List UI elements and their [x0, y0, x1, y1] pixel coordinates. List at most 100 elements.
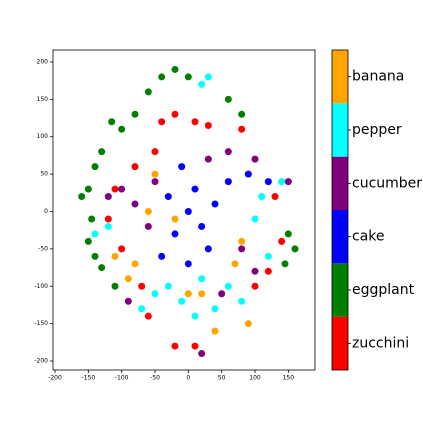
- point: [224, 148, 232, 156]
- point: [264, 178, 272, 186]
- point: [251, 215, 259, 223]
- point: [191, 118, 199, 126]
- point: [151, 290, 159, 298]
- point: [111, 185, 119, 193]
- y-tick-label: 50: [40, 171, 48, 178]
- point: [251, 155, 259, 163]
- point: [88, 215, 96, 223]
- legend-label: cucumber: [352, 175, 422, 191]
- point: [184, 73, 192, 81]
- point: [238, 237, 246, 245]
- point: [178, 163, 186, 171]
- point: [84, 185, 92, 193]
- point: [91, 252, 99, 260]
- point: [238, 110, 246, 118]
- point: [251, 282, 259, 290]
- point: [264, 267, 272, 275]
- point: [178, 297, 186, 305]
- point: [204, 122, 212, 130]
- point: [211, 200, 219, 208]
- plot-frame: [52, 49, 316, 371]
- point: [111, 252, 119, 260]
- point: [224, 178, 232, 186]
- point: [171, 110, 179, 118]
- point: [84, 237, 92, 245]
- legend-label: banana: [352, 69, 404, 85]
- point: [238, 125, 246, 133]
- y-tick-label: 100: [37, 133, 49, 140]
- y-tick-label: -50: [38, 245, 48, 252]
- legend-label: pepper: [352, 122, 402, 138]
- point: [244, 170, 252, 178]
- point: [164, 193, 172, 201]
- legend-label: cake: [352, 229, 385, 245]
- point: [104, 222, 112, 230]
- point: [151, 170, 159, 178]
- point: [218, 290, 226, 298]
- point: [158, 118, 166, 126]
- legend-label: zucchini: [352, 335, 409, 351]
- point: [91, 230, 99, 238]
- legend-frame: [331, 49, 349, 371]
- point: [198, 290, 206, 298]
- point: [131, 110, 139, 118]
- point: [278, 178, 286, 186]
- point: [78, 193, 86, 201]
- y-tick-label: 150: [37, 96, 49, 103]
- point: [158, 73, 166, 81]
- legend-swatch: [332, 103, 348, 157]
- point: [108, 118, 116, 126]
- y-tick-label: -150: [34, 320, 48, 327]
- point: [184, 290, 192, 298]
- y-tick-label: -100: [34, 283, 48, 290]
- point: [264, 252, 272, 260]
- legend-label: eggplant: [352, 282, 415, 298]
- point: [224, 95, 232, 103]
- point: [144, 222, 152, 230]
- point: [191, 312, 199, 320]
- point: [104, 215, 112, 223]
- point: [124, 275, 132, 283]
- point: [111, 282, 119, 290]
- y-tick-label: 0: [44, 208, 48, 215]
- point: [104, 193, 112, 201]
- point: [198, 222, 206, 230]
- point: [284, 178, 292, 186]
- point: [171, 65, 179, 73]
- x-tick-label: 150: [283, 375, 295, 382]
- point: [281, 260, 289, 268]
- point: [131, 200, 139, 208]
- legend-swatch: [332, 316, 348, 370]
- point: [231, 260, 239, 268]
- point: [191, 185, 199, 193]
- point: [184, 207, 192, 215]
- x-tick-label: 50: [218, 375, 226, 382]
- point: [138, 282, 146, 290]
- point: [198, 350, 206, 358]
- legend-swatch: [332, 210, 348, 264]
- point: [98, 264, 106, 272]
- point: [144, 88, 152, 96]
- x-tick-label: 0: [186, 375, 190, 382]
- point: [191, 342, 199, 350]
- x-tick-label: -200: [48, 375, 62, 382]
- point: [138, 305, 146, 313]
- point: [124, 297, 132, 305]
- point: [158, 252, 166, 260]
- point: [238, 297, 246, 305]
- point: [171, 342, 179, 350]
- x-tick-label: -50: [150, 375, 160, 382]
- point: [271, 193, 279, 201]
- point: [204, 245, 212, 253]
- point: [164, 282, 172, 290]
- y-tick-label: -200: [34, 358, 48, 365]
- point: [251, 267, 259, 275]
- point: [118, 245, 126, 253]
- point: [198, 80, 206, 88]
- point: [131, 163, 139, 171]
- point: [204, 155, 212, 163]
- point: [238, 245, 246, 253]
- point: [198, 275, 206, 283]
- point: [258, 193, 266, 201]
